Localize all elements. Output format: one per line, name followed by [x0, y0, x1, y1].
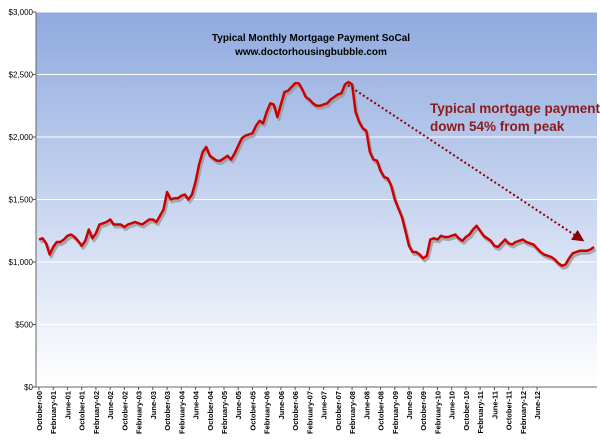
x-tick-label: June-10 [448, 391, 457, 419]
x-tick-label: October-09 [419, 391, 428, 431]
x-tick-label: October-07 [334, 391, 343, 431]
series-shadow-line [40, 83, 597, 270]
x-tick-label: October-03 [163, 391, 172, 431]
y-tick-label: $0 [24, 383, 33, 392]
y-axis: $0 $500 $1,000 $1,500 $2,000 $2,500 $3,000 [9, 8, 37, 392]
x-tick-label: February-08 [348, 391, 357, 434]
x-tick-label: October-05 [248, 391, 257, 431]
series-lines [38, 80, 597, 270]
annotation-line-1: Typical mortgage payment [430, 101, 600, 116]
x-tick-label: June-06 [277, 391, 286, 419]
x-tick-label: February-11 [476, 391, 485, 434]
x-tick-label: June-04 [192, 390, 201, 419]
x-tick-label: October-04 [206, 390, 215, 430]
y-tick-label: $2,500 [9, 71, 34, 80]
x-tick-label: October-11 [505, 391, 514, 430]
annotation-line-2: down 54% from peak [430, 119, 565, 134]
x-tick-label: June-12 [533, 391, 542, 419]
x-tick-label: February-05 [220, 391, 229, 434]
x-tick-label: June-11 [490, 391, 499, 419]
x-tick-label: June-01 [63, 391, 72, 419]
x-tick-label: October-06 [291, 391, 300, 431]
y-tick-label: $2,000 [9, 133, 34, 142]
chart-title: Typical Monthly Mortgage Payment SoCal [212, 33, 410, 44]
x-tick-label: February-06 [263, 391, 272, 434]
y-tick-label: $1,500 [9, 196, 34, 205]
x-tick-label: February-02 [92, 391, 101, 434]
chart-subtitle: www.doctorhousingbubble.com [234, 47, 387, 58]
x-tick-label: February-04 [177, 390, 186, 434]
x-tick-label: February-10 [433, 391, 442, 434]
x-tick-label: June-02 [106, 391, 115, 419]
x-tick-label: October-02 [120, 391, 129, 431]
x-axis: October-00 February-01 June-01 October-01 Fe… [35, 386, 597, 434]
x-tick-label: February-07 [305, 391, 314, 434]
x-tick-label: October-01 [78, 391, 87, 431]
trend-arrow-layer [347, 84, 585, 242]
x-tick-label: June-08 [362, 391, 371, 419]
y-tick-label: $3,000 [9, 8, 34, 17]
x-tick-label: February-09 [391, 391, 400, 434]
x-tick-label: February-01 [49, 391, 58, 434]
x-tick-label: October-10 [462, 391, 471, 431]
x-tick-label: October-08 [377, 391, 386, 431]
x-tick-label: June-09 [405, 391, 414, 419]
x-tick-label: June-05 [234, 391, 243, 419]
series-line-mortgage-payment [38, 80, 595, 268]
x-tick-label: October-00 [35, 391, 44, 431]
trend-arrow [347, 84, 585, 242]
x-tick-label: February-12 [519, 391, 528, 434]
x-tick-label: February-03 [135, 391, 144, 434]
x-tick-label: June-07 [320, 391, 329, 419]
y-tick-label: $1,000 [9, 258, 34, 267]
y-tick-label: $500 [15, 321, 33, 330]
x-tick-label: June-03 [149, 391, 158, 419]
